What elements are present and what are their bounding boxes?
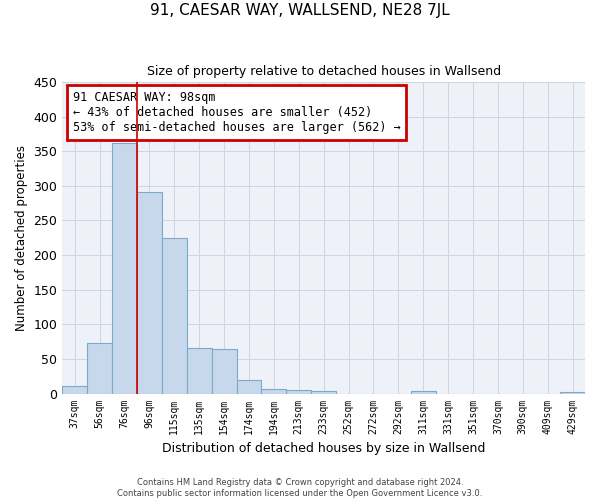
Text: 91 CAESAR WAY: 98sqm
← 43% of detached houses are smaller (452)
53% of semi-deta: 91 CAESAR WAY: 98sqm ← 43% of detached h…	[73, 92, 400, 134]
Bar	[560, 392, 585, 394]
Text: Contains HM Land Registry data © Crown copyright and database right 2024.
Contai: Contains HM Land Registry data © Crown c…	[118, 478, 482, 498]
Bar	[137, 192, 162, 394]
Title: Size of property relative to detached houses in Wallsend: Size of property relative to detached ho…	[146, 65, 501, 78]
Bar	[286, 390, 311, 394]
Bar	[112, 143, 137, 394]
Bar	[236, 380, 262, 394]
Bar	[87, 343, 112, 394]
Bar	[212, 348, 236, 394]
Bar	[411, 392, 436, 394]
Y-axis label: Number of detached properties: Number of detached properties	[15, 145, 28, 331]
Bar	[262, 390, 286, 394]
Text: 91, CAESAR WAY, WALLSEND, NE28 7JL: 91, CAESAR WAY, WALLSEND, NE28 7JL	[150, 2, 450, 18]
Bar	[187, 348, 212, 394]
Bar	[162, 238, 187, 394]
Bar	[311, 391, 336, 394]
X-axis label: Distribution of detached houses by size in Wallsend: Distribution of detached houses by size …	[162, 442, 485, 455]
Bar	[62, 386, 87, 394]
